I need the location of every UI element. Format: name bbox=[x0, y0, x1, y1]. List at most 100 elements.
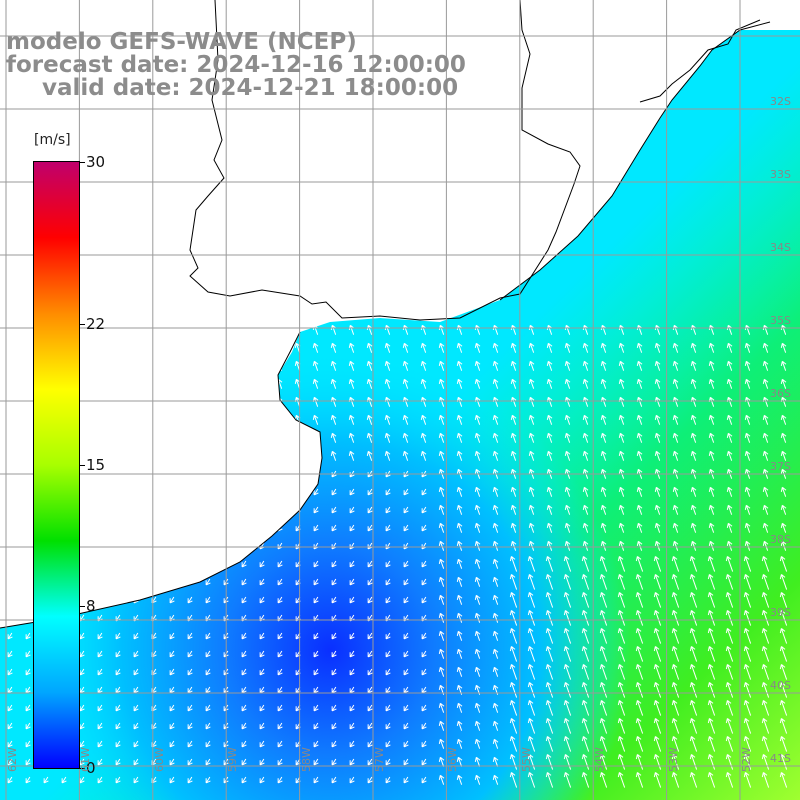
wind-arrow bbox=[546, 522, 553, 533]
wind-arrow bbox=[600, 432, 607, 443]
wind-arrow bbox=[563, 610, 572, 626]
wind-arrow bbox=[421, 488, 427, 496]
wind-arrow bbox=[114, 450, 121, 461]
wind-arrow bbox=[114, 396, 121, 407]
wind-arrow bbox=[743, 772, 752, 788]
lon-label: 61W bbox=[79, 747, 93, 772]
wind-arrow bbox=[563, 628, 572, 644]
lat-label: 39S bbox=[770, 606, 791, 619]
wind-arrow bbox=[474, 738, 481, 749]
wind-arrow bbox=[150, 360, 157, 371]
wind-arrow bbox=[762, 432, 769, 443]
wind-arrow bbox=[654, 360, 661, 371]
wind-arrow bbox=[653, 664, 662, 680]
wind-arrow bbox=[779, 592, 788, 608]
wind-arrow bbox=[545, 700, 554, 716]
wind-arrow bbox=[6, 432, 13, 443]
wind-arrow bbox=[725, 772, 734, 788]
wind-arrow bbox=[563, 736, 572, 752]
wind-arrow bbox=[456, 414, 463, 425]
wind-arrow bbox=[258, 414, 265, 425]
wind-arrow bbox=[474, 450, 481, 461]
wind-arrow bbox=[744, 342, 751, 353]
wind-arrow bbox=[617, 664, 626, 680]
wind-arrow bbox=[600, 450, 607, 461]
wind-arrow bbox=[115, 560, 121, 568]
wind-arrow bbox=[743, 700, 752, 716]
wind-arrow bbox=[545, 754, 554, 770]
wind-arrow bbox=[24, 450, 31, 461]
wind-arrow bbox=[222, 378, 229, 389]
wind-arrow bbox=[599, 646, 608, 662]
wind-arrow bbox=[617, 556, 626, 572]
wind-arrow bbox=[563, 556, 572, 572]
colorbar-tick-mark bbox=[79, 162, 85, 163]
lon-label: 55W bbox=[519, 747, 533, 772]
wind-arrow bbox=[599, 718, 608, 734]
wind-arrow bbox=[25, 488, 31, 496]
wind-arrow bbox=[115, 488, 121, 496]
wind-arrow bbox=[636, 360, 643, 371]
lon-label: 57W bbox=[373, 747, 386, 772]
wind-arrow bbox=[115, 596, 121, 604]
wind-arrow bbox=[545, 610, 554, 626]
wind-arrow bbox=[7, 722, 13, 730]
wind-arrow bbox=[492, 414, 499, 425]
wind-arrow bbox=[259, 632, 265, 640]
wind-arrow bbox=[510, 450, 517, 461]
wind-arrow bbox=[331, 578, 337, 586]
wind-arrow bbox=[115, 758, 121, 766]
wind-arrow bbox=[241, 560, 247, 568]
wind-arrow bbox=[780, 540, 787, 551]
wind-arrow bbox=[581, 718, 590, 734]
wind-arrow bbox=[259, 704, 265, 712]
wind-arrow bbox=[510, 540, 517, 551]
wind-arrow bbox=[617, 592, 626, 608]
wind-arrow bbox=[599, 754, 608, 770]
wind-arrow bbox=[743, 628, 752, 644]
lat-label: 38S bbox=[770, 533, 791, 546]
wind-arrow bbox=[115, 578, 121, 586]
wind-arrow bbox=[150, 432, 157, 443]
wind-arrow bbox=[168, 342, 175, 353]
wind-arrow bbox=[636, 342, 643, 353]
wind-arrow bbox=[779, 610, 788, 626]
wind-arrow bbox=[96, 360, 103, 371]
wind-arrow bbox=[7, 524, 13, 532]
wind-arrow bbox=[222, 396, 229, 407]
wind-arrow bbox=[780, 504, 787, 515]
lon-label: 56W bbox=[446, 747, 460, 772]
wind-arrow bbox=[168, 396, 175, 407]
wind-arrow bbox=[79, 596, 85, 604]
wind-arrow bbox=[186, 396, 193, 407]
wind-arrow bbox=[438, 720, 445, 731]
wind-arrow bbox=[672, 342, 679, 353]
wind-arrow bbox=[456, 486, 463, 497]
wind-arrow bbox=[25, 560, 31, 568]
wind-arrow bbox=[204, 360, 211, 371]
wind-arrow bbox=[653, 574, 662, 590]
wind-arrow bbox=[527, 628, 536, 644]
wind-arrow bbox=[779, 646, 788, 662]
wind-arrow bbox=[617, 772, 626, 788]
wind-arrow bbox=[635, 628, 644, 644]
wind-arrow bbox=[259, 560, 265, 568]
wind-arrow bbox=[24, 414, 31, 425]
wind-arrow bbox=[132, 396, 139, 407]
wind-arrow bbox=[115, 524, 121, 532]
wind-arrow bbox=[653, 718, 662, 734]
wind-arrow bbox=[222, 414, 229, 425]
wind-arrow bbox=[690, 486, 697, 497]
wind-arrow bbox=[545, 574, 554, 590]
wind-arrow bbox=[474, 342, 481, 353]
wind-arrow bbox=[385, 578, 391, 586]
wind-arrow bbox=[205, 524, 211, 532]
wind-arrow bbox=[528, 378, 535, 389]
wind-arrow bbox=[636, 414, 643, 425]
wind-arrow bbox=[168, 378, 175, 389]
wind-arrow bbox=[762, 450, 769, 461]
wind-arrow bbox=[330, 432, 337, 443]
wind-arrow bbox=[582, 450, 589, 461]
wind-arrow bbox=[438, 378, 445, 389]
